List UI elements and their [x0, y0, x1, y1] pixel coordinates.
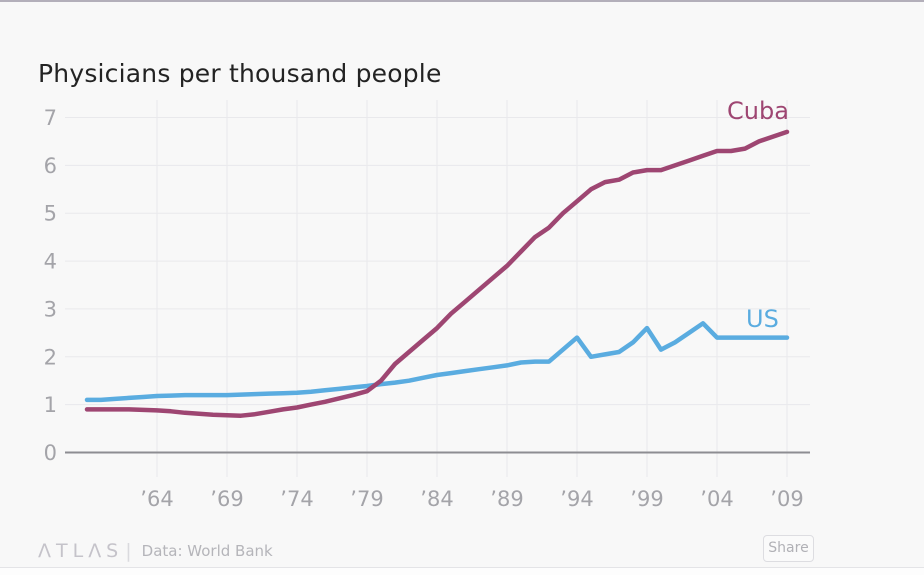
footer: ΛTLΛS | Data: World Bank [38, 540, 273, 562]
chart-title: Physicians per thousand people [38, 59, 442, 88]
y-tick-label: 7 [44, 106, 57, 130]
data-source-label: Data: World Bank [141, 542, 273, 560]
share-button[interactable]: Share [763, 535, 814, 562]
y-tick-label: 0 [44, 441, 57, 465]
y-tick-label: 6 [44, 154, 57, 178]
y-tick-label: 4 [44, 250, 57, 274]
series-line-us [84, 321, 790, 403]
x-tick-label: ’04 [700, 487, 733, 511]
footer-separator: | [125, 540, 132, 562]
x-tick-label: ’89 [490, 487, 523, 511]
y-tick-label: 1 [44, 393, 57, 417]
series-line-cuba [84, 129, 790, 418]
y-tick-label: 2 [44, 345, 57, 369]
y-tick-label: 5 [44, 202, 57, 226]
y-tick-label: 3 [44, 297, 57, 321]
x-tick-label: ’09 [770, 487, 803, 511]
atlas-logo: ΛTLΛS [38, 540, 124, 562]
x-tick-label: ’69 [210, 487, 243, 511]
top-border [0, 0, 924, 2]
bottom-rule [0, 567, 924, 568]
x-tick-label: ’79 [350, 487, 383, 511]
series-label-us: US [746, 305, 779, 333]
x-tick-label: ’84 [420, 487, 453, 511]
series-label-cuba: Cuba [727, 97, 789, 125]
x-tick-label: ’74 [280, 487, 313, 511]
x-tick-label: ’99 [630, 487, 663, 511]
bottom-margin [0, 568, 924, 575]
x-tick-label: ’64 [140, 487, 173, 511]
x-tick-label: ’94 [560, 487, 593, 511]
